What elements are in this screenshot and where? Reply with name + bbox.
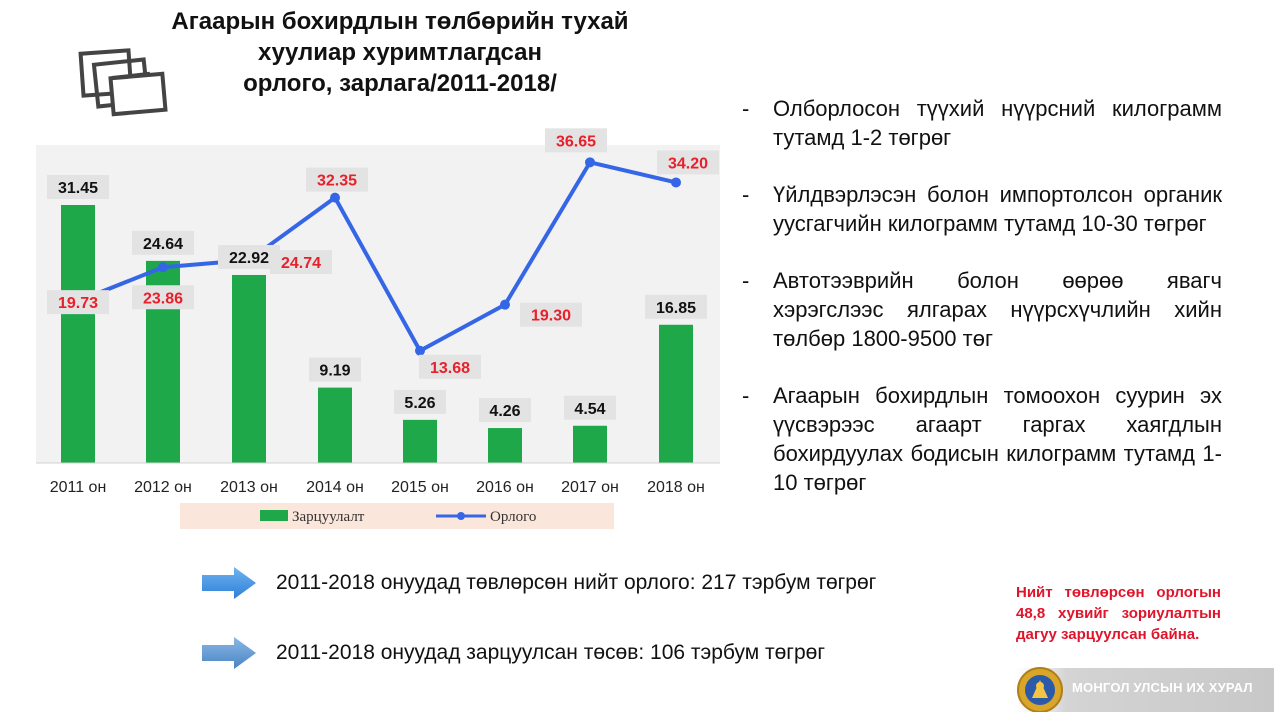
- line-data-label-bg: [657, 150, 719, 175]
- x-tick-label: 2012 он: [134, 479, 192, 496]
- emblem-icon: [1017, 667, 1063, 712]
- line-data-label: 19.73: [58, 295, 98, 312]
- summary-spent-text: 2011-2018 онуудад зарцуулсан төсөв: 106 …: [276, 641, 825, 664]
- line-data-label: 19.30: [531, 308, 571, 325]
- bullet-marker: -: [742, 182, 750, 207]
- line-data-label-bg: [47, 290, 109, 315]
- bar-data-label: 4.54: [574, 401, 605, 418]
- line-data-label: 36.65: [556, 133, 596, 150]
- bullet-text: Автотээврийн болон өөрөө явагч хэрэгслээ…: [773, 268, 1222, 351]
- bar-data-label: 24.64: [143, 236, 183, 253]
- line-data-label: 23.86: [143, 290, 183, 307]
- bar: [232, 274, 266, 463]
- line-point: [158, 262, 168, 273]
- bar-data-label-bg: [394, 389, 446, 414]
- line-data-label: 34.20: [668, 155, 708, 172]
- line-point: [671, 177, 681, 188]
- bar-data-label: 16.85: [656, 300, 696, 317]
- summary-spent: 2011-2018 онуудад зарцуулсан төсөв: 106 …: [200, 636, 825, 670]
- bar-data-label: 31.45: [58, 180, 98, 197]
- bullet-text: Агаарын бохирдлын томоохон суурин эх үүс…: [773, 383, 1222, 495]
- bar: [403, 419, 437, 463]
- bullet-marker: -: [742, 383, 750, 408]
- bar-data-label-bg: [218, 244, 280, 269]
- summary-income-text: 2011-2018 онуудад төвлөрсөн нийт орлого:…: [276, 571, 877, 594]
- x-tick-label: 2018 он: [647, 479, 705, 496]
- line-data-label-bg: [132, 285, 194, 310]
- bullet-item: - Агаарын бохирдлын томоохон суурин эх үү…: [742, 381, 1222, 497]
- bar-data-label-bg: [47, 175, 109, 199]
- x-tick-label: 2015 он: [391, 479, 449, 496]
- arrow-right-icon: [202, 637, 256, 669]
- line-data-label-bg: [520, 302, 582, 327]
- bullet-text: Олборлосон түүхий нүүрсний килограмм тут…: [773, 96, 1222, 150]
- bar-data-label: 22.92: [229, 250, 269, 267]
- bar-data-label: 9.19: [319, 363, 350, 380]
- x-tick-label: 2017 он: [561, 479, 619, 496]
- line-point: [500, 299, 510, 310]
- line-data-label-bg: [419, 354, 481, 379]
- bar-data-label-bg: [564, 395, 616, 420]
- page-title: Агаарын бохирдлын төлбөрийн тухай хуулиа…: [100, 6, 700, 99]
- legend-box: [180, 503, 614, 529]
- legend-bar-swatch: [260, 510, 288, 521]
- legend-bar-label: Зарцуулалт: [292, 509, 365, 525]
- title-line: Агаарын бохирдлын төлбөрийн тухай: [171, 8, 629, 35]
- line-data-label: 24.74: [281, 255, 321, 272]
- x-tick-label: 2016 он: [476, 479, 534, 496]
- line-series: [77, 160, 677, 353]
- x-tick-label: 2013 он: [220, 479, 278, 496]
- line-data-label-bg: [306, 167, 368, 192]
- bullet-list: - Олборлосон түүхий нүүрсний килограмм ту…: [742, 94, 1222, 525]
- bar-data-label-bg: [132, 230, 194, 255]
- bar: [659, 324, 693, 463]
- bar: [573, 425, 607, 463]
- arrow-right-icon: [202, 567, 256, 599]
- title-line: орлого, зарлага/2011-2018/: [243, 70, 557, 97]
- bullet-marker: -: [742, 268, 750, 293]
- bullet-text: Үйлдвэрлэсэн болон импортолсон органик у…: [773, 182, 1222, 236]
- x-tick-label: 2014 он: [306, 479, 364, 496]
- bullet-item: - Олборлосон түүхий нүүрсний килограмм ту…: [742, 94, 1222, 152]
- line-point: [415, 345, 425, 356]
- bar-data-label-bg: [309, 357, 361, 382]
- line-data-label: 32.35: [317, 173, 357, 190]
- line-point: [330, 192, 340, 203]
- footer-banner: [1014, 667, 1274, 712]
- bar-data-label-bg: [479, 398, 531, 423]
- note-text: Нийт төвлөрсөн орлогын 48,8 хувийг зориу…: [1016, 584, 1221, 643]
- document-stack-icon: [78, 48, 168, 117]
- line-data-label: 13.68: [430, 360, 470, 377]
- footer-text: МОНГОЛ УЛСЫН ИХ ХУРАЛ: [1072, 680, 1253, 695]
- x-tick-label: 2011 он: [50, 479, 107, 496]
- bar-data-label: 4.26: [489, 403, 520, 420]
- summary-income: 2011-2018 онуудад төвлөрсөн нийт орлого:…: [200, 566, 876, 600]
- legend-line-label: Орлого: [490, 509, 536, 525]
- bullet-item: - Үйлдвэрлэсэн болон импортолсон органик …: [742, 180, 1222, 238]
- line-point: [585, 157, 595, 168]
- line-data-label-bg: [270, 250, 332, 275]
- bar-data-label: 5.26: [404, 395, 435, 412]
- bar: [61, 205, 95, 463]
- bar: [318, 387, 352, 463]
- legend-line-marker: [457, 512, 465, 520]
- bullet-item: - Автотээврийн болон өөрөө явагч хэрэгслэ…: [742, 266, 1222, 353]
- bullet-marker: -: [742, 96, 750, 121]
- title-line: хуулиар хуримтлагдсан: [257, 39, 543, 66]
- bar-data-label-bg: [645, 294, 707, 319]
- bar: [488, 428, 522, 463]
- line-data-label-bg: [545, 128, 607, 153]
